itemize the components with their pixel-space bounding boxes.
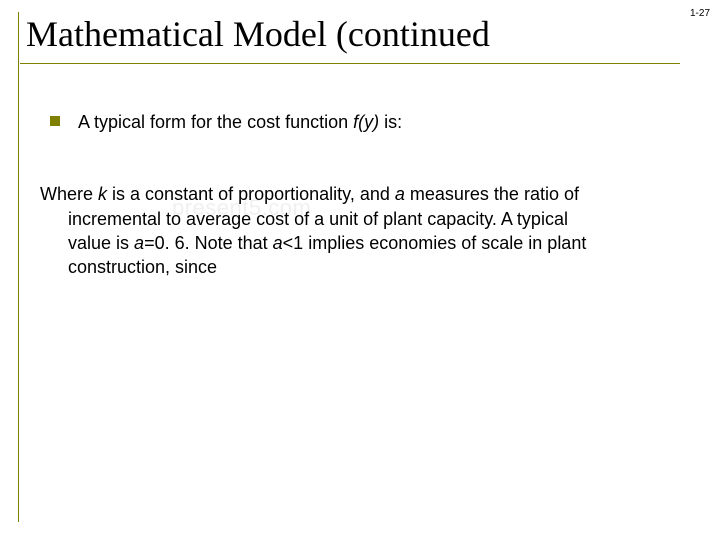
text-run: <1 implies economies of scale in plant <box>283 233 587 253</box>
math-var: a <box>395 184 405 204</box>
text-line: incremental to average cost of a unit of… <box>68 207 680 231</box>
text-run: value is <box>68 233 134 253</box>
slide-number: 1-27 <box>690 8 710 19</box>
bullet-text: A typical form for the cost function f(y… <box>78 110 402 134</box>
math-var: a <box>134 233 144 253</box>
math-var: f(y) <box>353 112 379 132</box>
text-line: construction, since <box>68 255 680 279</box>
math-var: a <box>273 233 283 253</box>
title-underline <box>20 63 680 64</box>
text-run: is a constant of proportionality, and <box>107 184 395 204</box>
text-run: =0. 6. Note that <box>144 233 273 253</box>
content-area: A typical form for the cost function f(y… <box>40 110 680 279</box>
slide-title: Mathematical Model (continued <box>26 14 646 61</box>
text-run: is: <box>379 112 402 132</box>
text-run: A typical form for the cost function <box>78 112 353 132</box>
text-run: Where <box>40 184 98 204</box>
square-bullet-icon <box>50 116 60 126</box>
bullet-item: A typical form for the cost function f(y… <box>50 110 680 134</box>
paragraph: Where k is a constant of proportionality… <box>40 182 680 279</box>
title-block: Mathematical Model (continued <box>26 14 646 64</box>
vertical-rule <box>18 12 19 522</box>
text-run: measures the ratio of <box>405 184 579 204</box>
math-var: k <box>98 184 107 204</box>
text-line: value is a=0. 6. Note that a<1 implies e… <box>68 231 680 255</box>
